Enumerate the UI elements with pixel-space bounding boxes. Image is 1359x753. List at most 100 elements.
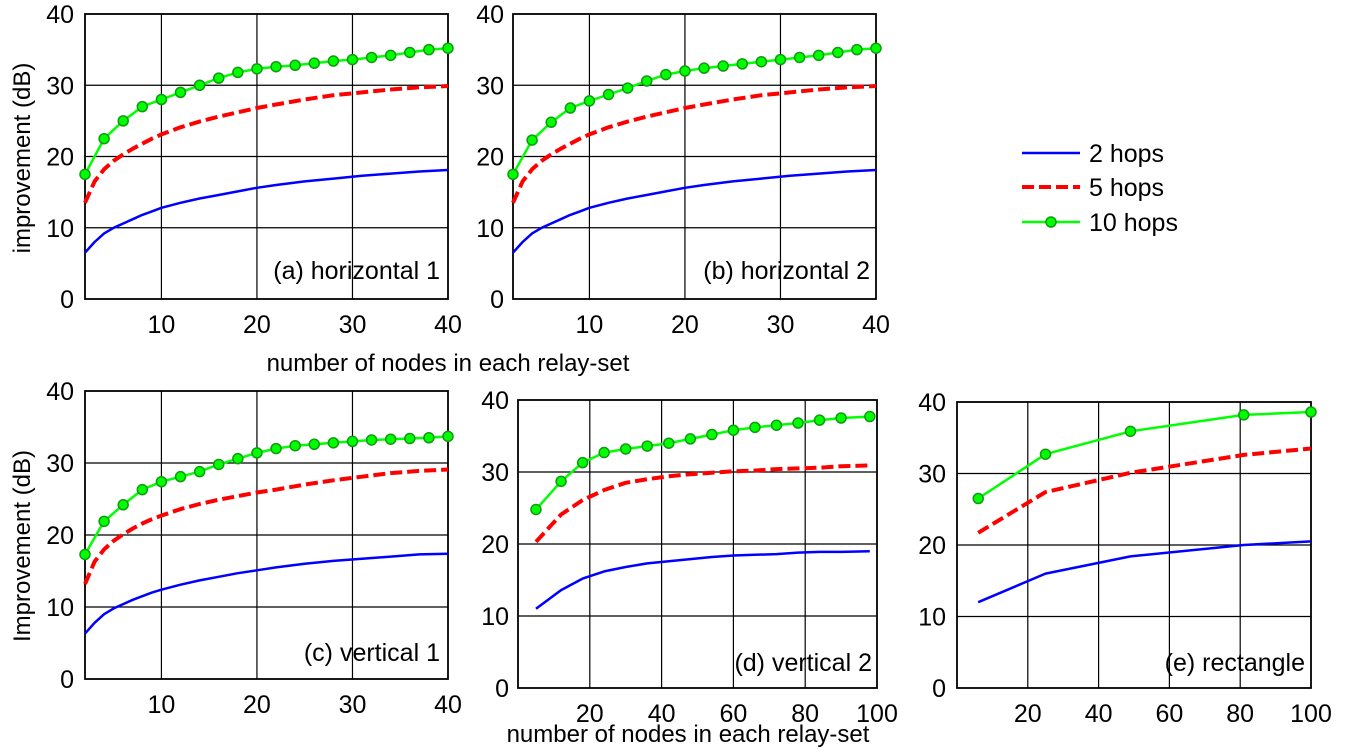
y-tick-label: 0 xyxy=(490,286,504,314)
series-line-5-hops xyxy=(83,84,449,204)
data-point-10-hops xyxy=(507,168,519,181)
data-point-10-hops xyxy=(793,51,806,64)
y-tick-label: 10 xyxy=(481,603,509,631)
data-point-10-hops xyxy=(136,100,149,113)
x-tick-label: 100 xyxy=(1290,700,1332,728)
y-tick-label: 30 xyxy=(46,450,74,478)
data-point-10-hops xyxy=(864,410,876,423)
data-point-10-hops xyxy=(663,437,675,449)
series-line-2-hops xyxy=(535,549,870,610)
y-tick-label: 30 xyxy=(481,459,509,487)
data-point-10-hops xyxy=(749,421,761,434)
legend-marker xyxy=(1045,216,1057,228)
series-line-5-hops xyxy=(534,463,870,544)
x-axis-label-top: number of nodes in each relay-set xyxy=(267,350,630,377)
data-point-10-hops xyxy=(727,424,740,436)
y-tick-label: 20 xyxy=(46,522,74,550)
y-tick-label: 10 xyxy=(46,215,74,243)
x-tick-label: 40 xyxy=(1085,700,1113,728)
series-line-5-hops xyxy=(83,467,449,585)
data-point-10-hops xyxy=(564,102,577,114)
y-tick-label: 20 xyxy=(46,144,74,172)
chart-panel-b-horizontal-2: 0 10 20 30 40 10 20 30 40 (b) horizontal 2 xyxy=(476,1,890,339)
legend-entry-10-hops: 10 hops xyxy=(1022,209,1178,237)
data-point-10-hops xyxy=(706,428,718,441)
panels: 0 10 20 30 40 10 20 30 40 (a) horizontal 1 0 10 20 30… xyxy=(46,1,1332,728)
y-tick-label: 0 xyxy=(495,675,509,703)
data-point-10-hops xyxy=(717,60,729,72)
y-tick-label: 0 xyxy=(932,675,946,703)
data-point-10-hops xyxy=(346,53,359,66)
panel-label: (a) horizontal 1 xyxy=(273,257,440,285)
data-point-10-hops xyxy=(155,93,168,106)
panel-label: (b) horizontal 2 xyxy=(703,257,870,285)
plot-frame xyxy=(512,13,877,300)
y-tick-label: 40 xyxy=(476,1,504,29)
data-point-10-hops xyxy=(679,65,691,77)
y-axis-label-bottom: Improvement (dB) xyxy=(9,450,36,642)
x-tick-label: 20 xyxy=(243,311,271,339)
x-tick-label: 10 xyxy=(148,691,176,719)
data-point-10-hops xyxy=(812,49,825,62)
data-point-10-hops xyxy=(79,548,91,561)
data-point-10-hops xyxy=(308,57,321,69)
data-point-10-hops xyxy=(270,60,282,73)
chart-panel-d-vertical-2: 0 10 20 30 40 20 40 60 80 100 (d) vertical 2 xyxy=(481,387,898,728)
y-tick-label: 10 xyxy=(476,215,504,243)
data-point-10-hops xyxy=(770,419,783,431)
data-point-10-hops xyxy=(212,72,225,84)
chart-panel-e-rectangle: 0 10 20 30 40 20 40 60 80 100 (e) rectangle xyxy=(918,389,1332,728)
x-tick-label: 30 xyxy=(767,311,795,339)
panel-label: (e) rectangle xyxy=(1165,649,1305,677)
x-tick-label: 30 xyxy=(339,311,367,339)
data-point-10-hops xyxy=(174,86,187,99)
data-point-10-hops xyxy=(365,434,378,446)
data-point-10-hops xyxy=(423,43,435,56)
data-point-10-hops xyxy=(640,75,653,87)
y-tick-label: 20 xyxy=(918,532,946,560)
y-tick-label: 20 xyxy=(481,531,509,559)
data-point-10-hops xyxy=(619,443,632,455)
data-point-10-hops xyxy=(136,483,149,496)
series-line-2-hops xyxy=(512,168,877,254)
series-line-2-hops xyxy=(977,540,1312,604)
data-point-10-hops xyxy=(1124,425,1137,438)
y-tick-label: 10 xyxy=(46,594,74,622)
panel-label: (d) vertical 2 xyxy=(734,649,872,677)
x-tick-label: 20 xyxy=(1014,700,1042,728)
panel-label: (c) vertical 1 xyxy=(304,639,440,667)
x-tick-label: 30 xyxy=(339,691,367,719)
y-tick-label: 10 xyxy=(918,604,946,632)
legend-entry-2-hops: 2 hops xyxy=(1022,140,1164,168)
data-point-10-hops xyxy=(212,458,225,471)
series-line-2-hops xyxy=(84,552,449,635)
x-tick-label: 80 xyxy=(791,700,819,728)
legend-label: 2 hops xyxy=(1089,140,1164,168)
x-tick-label: 60 xyxy=(1155,700,1183,728)
data-point-10-hops xyxy=(289,59,301,72)
data-point-10-hops xyxy=(79,168,91,181)
data-point-10-hops xyxy=(530,503,542,516)
data-point-10-hops xyxy=(576,456,589,469)
data-point-10-hops xyxy=(193,79,206,91)
data-point-10-hops xyxy=(555,475,567,488)
x-tick-label: 20 xyxy=(671,311,699,339)
data-point-10-hops xyxy=(660,68,672,81)
data-point-10-hops xyxy=(384,433,397,445)
x-tick-label: 40 xyxy=(434,311,462,339)
data-point-10-hops xyxy=(832,46,844,59)
data-point-10-hops xyxy=(117,115,129,127)
data-point-10-hops xyxy=(423,432,435,444)
data-point-10-hops xyxy=(813,414,826,426)
data-point-10-hops xyxy=(736,58,749,70)
x-axis-label-bottom: number of nodes in each relay-set xyxy=(507,721,870,748)
y-axis-label-top: improvement (dB) xyxy=(9,63,36,254)
data-point-10-hops xyxy=(308,438,321,451)
data-point-10-hops xyxy=(755,55,768,68)
y-tick-label: 40 xyxy=(918,389,946,417)
data-point-10-hops xyxy=(598,446,610,459)
y-tick-label: 20 xyxy=(476,144,504,172)
y-tick-label: 30 xyxy=(476,72,504,100)
data-point-10-hops xyxy=(1237,409,1250,421)
